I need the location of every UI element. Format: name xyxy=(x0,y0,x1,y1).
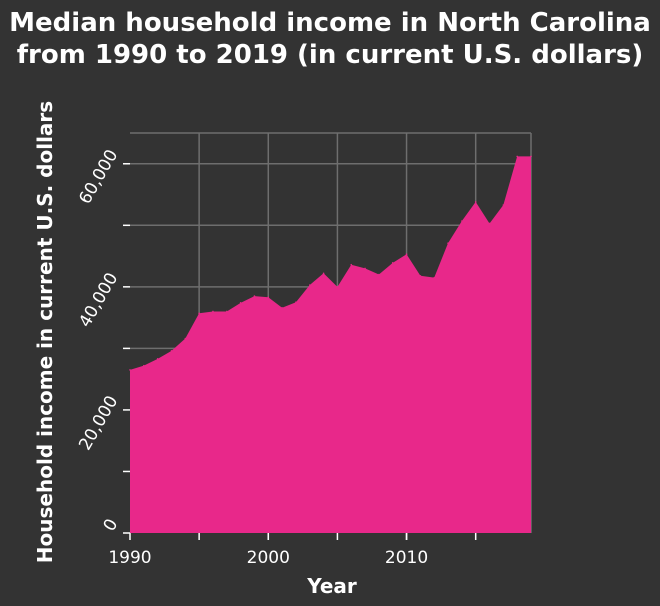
data-point xyxy=(447,242,449,244)
data-point xyxy=(281,306,283,309)
chart-title-line-2: from 1990 to 2019 (in current U.S. dolla… xyxy=(17,40,644,70)
data-point xyxy=(212,310,214,313)
data-point xyxy=(239,302,242,304)
y-tick-label: 40,000 xyxy=(75,269,122,331)
data-point xyxy=(308,284,311,286)
data-point xyxy=(129,369,131,371)
data-point xyxy=(225,310,228,313)
chart-title-line-1: Median household income in North Carolin… xyxy=(9,8,651,38)
data-point xyxy=(419,274,422,277)
data-point xyxy=(198,312,200,315)
data-point xyxy=(433,276,436,279)
data-point xyxy=(461,220,463,222)
data-point xyxy=(391,262,394,264)
data-point xyxy=(336,286,339,288)
data-point xyxy=(474,201,477,203)
data-point xyxy=(502,204,505,206)
data-point xyxy=(378,273,380,276)
data-point xyxy=(350,263,353,266)
data-point xyxy=(364,267,366,270)
data-point xyxy=(170,350,173,352)
income-area xyxy=(130,156,531,533)
data-point xyxy=(253,295,256,297)
data-point xyxy=(322,272,325,275)
data-point xyxy=(405,253,408,256)
data-point xyxy=(184,337,187,340)
data-point xyxy=(295,301,297,304)
area-series xyxy=(129,155,532,533)
axes xyxy=(123,163,477,540)
x-tick-label: 2000 xyxy=(247,548,290,568)
y-tick-label: 60,000 xyxy=(75,146,122,208)
data-point xyxy=(143,364,145,367)
data-point xyxy=(530,155,532,158)
y-axis-title: Household income in current U.S. dollars xyxy=(33,101,57,563)
y-tick-label: 0 xyxy=(100,516,123,535)
x-tick-label: 1990 xyxy=(108,548,151,568)
x-tick-label: 2010 xyxy=(385,548,428,568)
data-point xyxy=(488,222,491,225)
data-point xyxy=(156,358,159,360)
data-point xyxy=(267,296,270,299)
data-point xyxy=(516,155,518,158)
y-tick-label: 20,000 xyxy=(75,392,122,454)
x-axis-title: Year xyxy=(306,574,357,598)
